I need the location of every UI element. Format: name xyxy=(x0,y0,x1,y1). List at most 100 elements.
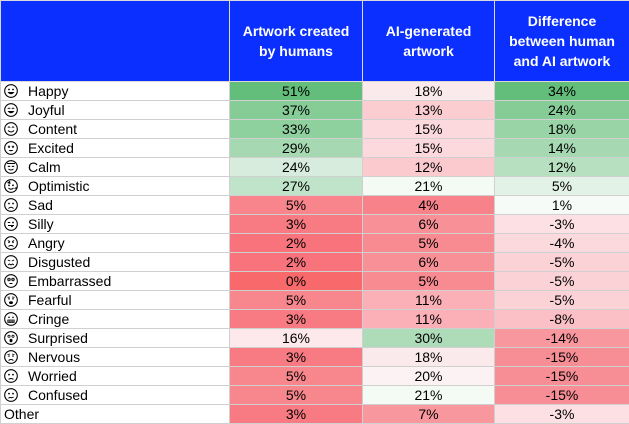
difference-value-cell: 24% xyxy=(495,101,629,120)
row-label: Embarrassed xyxy=(28,273,111,289)
anxious-face-icon xyxy=(4,350,18,364)
row-label-cell: Embarrassed xyxy=(1,272,230,291)
ai-value-cell: 12% xyxy=(363,158,495,177)
row-label-cell: Calm xyxy=(1,158,230,177)
humans-value-cell: 5% xyxy=(230,196,363,215)
difference-value-cell: -3% xyxy=(495,405,629,424)
table-row: Excited 29%15%14% xyxy=(1,139,629,158)
row-label-cell: Joyful xyxy=(1,101,230,120)
fearful-face-icon xyxy=(4,293,18,307)
frowning-face-icon xyxy=(4,198,18,212)
ai-value-cell: 11% xyxy=(363,310,495,329)
row-label: Excited xyxy=(28,140,74,156)
difference-value-cell: -8% xyxy=(495,310,629,329)
row-label-cell: Angry xyxy=(1,234,230,253)
table-row: Happy 51%18%34% xyxy=(1,82,629,101)
humans-value-cell: 29% xyxy=(230,139,363,158)
star-struck-face-icon xyxy=(4,141,18,155)
humans-value-cell: 2% xyxy=(230,234,363,253)
difference-value-cell: -3% xyxy=(495,215,629,234)
table-row: Optimistic 27%21%5% xyxy=(1,177,629,196)
header-blank-cell xyxy=(1,1,230,82)
confused-face-icon xyxy=(4,388,18,402)
ai-value-cell: 15% xyxy=(363,139,495,158)
difference-value-cell: -4% xyxy=(495,234,629,253)
table-row: Confused 5%21%-15% xyxy=(1,386,629,405)
ai-value-cell: 18% xyxy=(363,348,495,367)
row-label: Cringe xyxy=(28,311,69,327)
row-label-cell: Other xyxy=(1,405,230,424)
difference-value-cell: -15% xyxy=(495,386,629,405)
row-label-cell: Cringe xyxy=(1,310,230,329)
difference-value-cell: 34% xyxy=(495,82,629,101)
ai-value-cell: 21% xyxy=(363,177,495,196)
difference-value-cell: 14% xyxy=(495,139,629,158)
ai-value-cell: 7% xyxy=(363,405,495,424)
header-humans: Artwork created by humans xyxy=(230,1,363,82)
difference-value-cell: -5% xyxy=(495,253,629,272)
row-label-cell: Fearful xyxy=(1,291,230,310)
humans-value-cell: 2% xyxy=(230,253,363,272)
row-label: Calm xyxy=(28,159,61,175)
row-label-cell: Disgusted xyxy=(1,253,230,272)
difference-value-cell: -5% xyxy=(495,272,629,291)
row-label-cell: Happy xyxy=(1,82,230,101)
row-label-cell: Content xyxy=(1,120,230,139)
smiling-face-icon xyxy=(4,122,18,136)
row-label-cell: Silly xyxy=(1,215,230,234)
ai-value-cell: 18% xyxy=(363,82,495,101)
humans-value-cell: 3% xyxy=(230,405,363,424)
humans-value-cell: 27% xyxy=(230,177,363,196)
astonished-face-icon xyxy=(4,331,18,345)
difference-value-cell: 1% xyxy=(495,196,629,215)
row-label: Nervous xyxy=(28,349,80,365)
row-label: Confused xyxy=(28,387,88,403)
ai-value-cell: 13% xyxy=(363,101,495,120)
humans-value-cell: 37% xyxy=(230,101,363,120)
humans-value-cell: 33% xyxy=(230,120,363,139)
difference-value-cell: 5% xyxy=(495,177,629,196)
row-label: Optimistic xyxy=(28,178,89,194)
row-label: Worried xyxy=(28,368,77,384)
humans-value-cell: 16% xyxy=(230,329,363,348)
ai-value-cell: 11% xyxy=(363,291,495,310)
difference-value-cell: -15% xyxy=(495,348,629,367)
worried-face-icon xyxy=(4,369,18,383)
difference-value-cell: 12% xyxy=(495,158,629,177)
winking-tongue-face-icon xyxy=(4,217,18,231)
row-label: Joyful xyxy=(28,102,65,118)
grinning-face-icon xyxy=(4,84,18,98)
row-label: Fearful xyxy=(28,292,72,308)
row-label: Angry xyxy=(28,235,65,251)
row-label: Disgusted xyxy=(28,254,90,270)
ai-value-cell: 5% xyxy=(363,234,495,253)
humans-value-cell: 5% xyxy=(230,386,363,405)
row-label-cell: Surprised xyxy=(1,329,230,348)
difference-value-cell: -14% xyxy=(495,329,629,348)
humans-value-cell: 5% xyxy=(230,291,363,310)
row-label: Surprised xyxy=(28,330,88,346)
humans-value-cell: 51% xyxy=(230,82,363,101)
humans-value-cell: 3% xyxy=(230,215,363,234)
ai-value-cell: 21% xyxy=(363,386,495,405)
difference-value-cell: 18% xyxy=(495,120,629,139)
header-difference: Difference between human and AI artwork xyxy=(495,1,629,82)
row-label: Happy xyxy=(28,83,68,99)
angry-face-icon xyxy=(4,236,18,250)
row-label: Silly xyxy=(28,216,54,232)
humans-value-cell: 24% xyxy=(230,158,363,177)
row-label-cell: Sad xyxy=(1,196,230,215)
row-label: Content xyxy=(28,121,77,137)
difference-value-cell: -15% xyxy=(495,367,629,386)
row-label-cell: Worried xyxy=(1,367,230,386)
row-label-cell: Excited xyxy=(1,139,230,158)
